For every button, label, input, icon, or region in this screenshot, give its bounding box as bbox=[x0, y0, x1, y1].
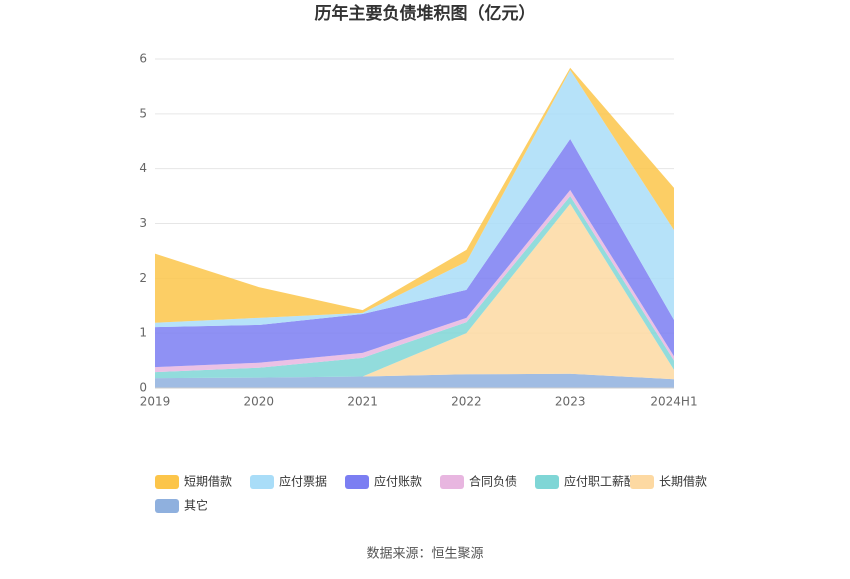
legend-swatch bbox=[535, 475, 559, 489]
y-tick-label: 2 bbox=[139, 271, 147, 285]
legend-swatch bbox=[345, 475, 369, 489]
area bbox=[155, 203, 674, 380]
legend-label: 应付职工薪酬 bbox=[564, 474, 636, 489]
area bbox=[155, 67, 674, 323]
y-tick-label: 5 bbox=[139, 106, 147, 120]
x-tick-label: 2024H1 bbox=[650, 395, 697, 409]
legend-label: 合同负债 bbox=[469, 474, 517, 489]
area bbox=[155, 69, 674, 328]
y-tick-label: 4 bbox=[139, 161, 147, 175]
area bbox=[155, 196, 674, 379]
chart-title: 历年主要负债堆积图（亿元） bbox=[315, 3, 536, 24]
x-tick-label: 2021 bbox=[347, 395, 378, 409]
area bbox=[155, 139, 674, 368]
legend-swatch bbox=[630, 475, 654, 489]
x-tick-label: 2022 bbox=[451, 395, 482, 409]
area bbox=[155, 373, 674, 388]
y-tick-label: 3 bbox=[139, 216, 147, 230]
legend-label: 应付票据 bbox=[279, 474, 327, 489]
legend-swatch bbox=[155, 475, 179, 489]
legend-label: 长期借款 bbox=[659, 475, 707, 489]
legend-label: 应付账款 bbox=[374, 474, 422, 489]
legend-label: 短期借款 bbox=[184, 475, 232, 489]
x-tick-label: 2019 bbox=[140, 395, 171, 409]
legend-label: 其它 bbox=[184, 498, 208, 513]
x-tick-label: 2023 bbox=[555, 395, 586, 409]
legend-swatch bbox=[440, 475, 464, 489]
area bbox=[155, 190, 674, 373]
x-tick-label: 2020 bbox=[244, 395, 275, 409]
y-tick-label: 6 bbox=[139, 52, 147, 66]
legend-swatch bbox=[155, 499, 179, 513]
y-tick-label: 0 bbox=[139, 381, 147, 395]
source: 数据来源：恒生聚源 bbox=[366, 547, 483, 562]
y-tick-label: 1 bbox=[139, 326, 147, 340]
legend-swatch bbox=[250, 475, 274, 489]
